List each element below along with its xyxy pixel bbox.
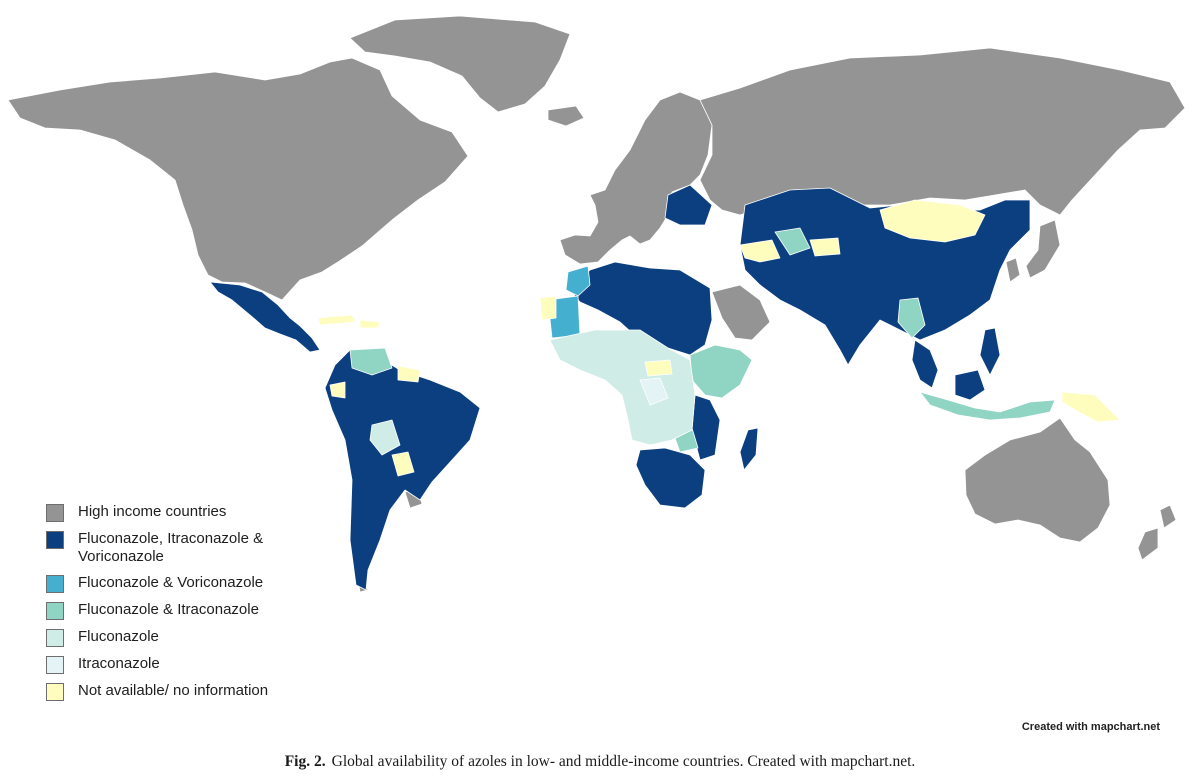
region-indochina bbox=[897, 297, 926, 339]
region-central-asia-na bbox=[739, 237, 841, 263]
f-regions bbox=[369, 329, 696, 456]
region-venezuela bbox=[349, 347, 393, 376]
legend-swatch bbox=[46, 656, 64, 674]
legend-swatch bbox=[46, 531, 64, 549]
region-morocco bbox=[565, 265, 591, 297]
high-income-regions bbox=[7, 15, 1186, 593]
region-gulf bbox=[711, 284, 771, 341]
legend-item-flu-vori: Fluconazole & Voriconazole bbox=[46, 574, 328, 593]
region-new-zealand bbox=[1137, 504, 1177, 561]
region-iceland bbox=[547, 105, 585, 127]
legend-label: Fluconazole & Voriconazole bbox=[78, 574, 264, 591]
region-borneo bbox=[954, 369, 986, 401]
figure-caption: Fig. 2. Global availability of azoles in … bbox=[0, 753, 1200, 771]
i-regions bbox=[639, 377, 669, 406]
legend-label: Fluconazole & Itraconazole bbox=[78, 601, 259, 618]
legend-label: Fluconazole bbox=[78, 628, 159, 645]
region-ecuador bbox=[329, 381, 346, 399]
region-mongolia bbox=[879, 199, 986, 243]
region-southeast-asia bbox=[911, 339, 939, 389]
region-central-african-republic bbox=[644, 359, 673, 377]
region-greenland bbox=[349, 15, 571, 113]
region-west-central-africa bbox=[549, 329, 696, 446]
legend-item-flu-itra: Fluconazole & Itraconazole bbox=[46, 601, 328, 620]
map-legend: High income countries Fluconazole, Itrac… bbox=[46, 503, 328, 709]
region-korea bbox=[1005, 257, 1021, 283]
region-kazakh-area bbox=[774, 227, 811, 256]
region-western-sahara bbox=[539, 295, 557, 321]
legend-swatch bbox=[46, 602, 64, 620]
mapchart-credit: Created with mapchart.net bbox=[1021, 721, 1160, 733]
region-east-africa-coast bbox=[691, 394, 721, 461]
legend-item-flu: Fluconazole bbox=[46, 628, 328, 647]
world-map bbox=[7, 15, 1186, 593]
region-japan bbox=[1025, 219, 1061, 279]
region-russia bbox=[699, 47, 1186, 216]
legend-swatch bbox=[46, 504, 64, 522]
legend-swatch bbox=[46, 629, 64, 647]
legend-label: Not available/ no information bbox=[78, 682, 269, 699]
region-southern-africa bbox=[635, 447, 706, 509]
region-central-africa-itra bbox=[639, 377, 669, 406]
region-east-africa bbox=[689, 344, 753, 399]
legend-swatch bbox=[46, 683, 64, 701]
region-caribbean bbox=[317, 314, 381, 329]
figure-label: Fig. 2. bbox=[284, 753, 326, 770]
legend-item-not-available: Not available/ no information bbox=[46, 682, 328, 701]
region-north-america bbox=[7, 57, 469, 301]
region-indonesia bbox=[919, 391, 1056, 421]
region-australia bbox=[964, 417, 1111, 543]
legend-label: Fluconazole, Itraconazole & Voriconazole bbox=[78, 530, 264, 565]
region-mexico-central-america bbox=[209, 281, 321, 353]
legend-label: Itraconazole bbox=[78, 655, 160, 672]
na-regions bbox=[317, 199, 1121, 477]
figure-caption-text: Global availability of azoles in low- an… bbox=[331, 753, 916, 770]
region-philippines bbox=[979, 327, 1001, 376]
legend-item-flu-itra-vori: Fluconazole, Itraconazole & Voriconazole bbox=[46, 530, 328, 566]
legend-item-itra: Itraconazole bbox=[46, 655, 328, 674]
region-ukraine-east-europe bbox=[664, 184, 713, 226]
region-madagascar bbox=[739, 427, 759, 471]
region-bolivia bbox=[369, 419, 401, 456]
region-north-africa bbox=[569, 261, 713, 356]
legend-swatch bbox=[46, 575, 64, 593]
region-paraguay bbox=[391, 451, 415, 477]
legend-item-high-income: High income countries bbox=[46, 503, 328, 522]
region-papua bbox=[1061, 391, 1121, 423]
legend-label: High income countries bbox=[78, 503, 227, 520]
region-guianas bbox=[397, 365, 421, 383]
